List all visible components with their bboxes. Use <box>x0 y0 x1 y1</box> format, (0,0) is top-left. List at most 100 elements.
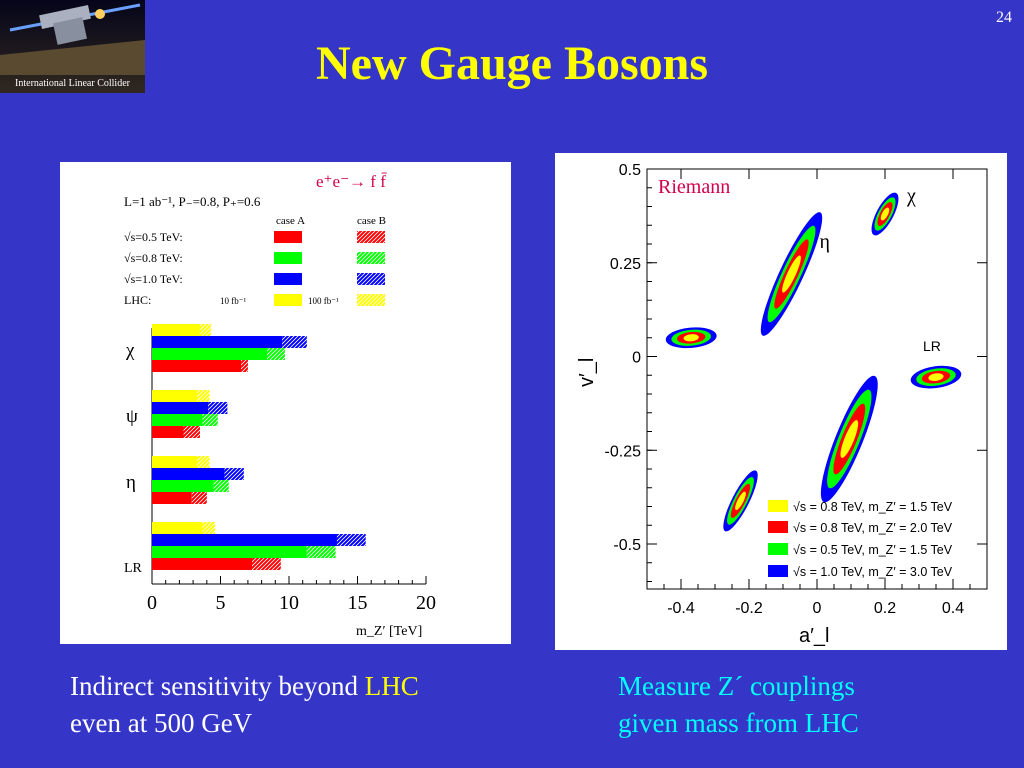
author-label: Riemann <box>658 176 730 198</box>
bar-x-tick-label: 15 <box>348 592 368 614</box>
bar-category-label: LR <box>124 561 143 576</box>
logo-text: International Linear Collider <box>15 78 130 89</box>
bar-category-label: η <box>126 472 136 493</box>
coupling-ellipse <box>760 212 823 336</box>
left-caption-line2: even at 500 GeV <box>70 708 253 738</box>
bar-case-a <box>152 324 200 336</box>
bar-case-b <box>282 336 307 348</box>
scatter-legend-label: √s = 1.0 TeV, m_Z′ = 3.0 TeV <box>793 565 953 579</box>
bar-case-a <box>152 558 253 570</box>
bar-case-b <box>202 414 218 426</box>
scatter-ellipses: χ η LR <box>665 185 962 532</box>
scatter-ticks: -0.4 -0.2 0 0.2 0.4 0.5 0.25 0 -0.25 -0.5 <box>605 162 987 617</box>
bar-case-a <box>152 414 203 426</box>
coupling-ellipse <box>665 327 717 349</box>
right-caption-line1: Measure Z´ couplings <box>618 671 855 701</box>
bar-case-b <box>197 390 210 402</box>
bar-series <box>152 324 366 570</box>
legend-swatch-case-b <box>357 294 385 306</box>
bar-case-b <box>252 558 281 570</box>
scatter-x-tick-label: -0.2 <box>735 600 763 617</box>
scatter-y-tick-label: -0.25 <box>605 443 642 460</box>
bar-x-tick-label: 0 <box>147 592 157 614</box>
legend-label: √s=1.0 TeV: <box>124 272 183 286</box>
scatter-x-tick-label: 0.2 <box>874 600 896 617</box>
bar-case-a <box>152 546 307 558</box>
bar-categories: χ ψ η LR <box>124 340 143 576</box>
bar-case-b <box>208 402 228 414</box>
bar-case-b <box>197 456 210 468</box>
legend-label: √s=0.8 TeV: <box>124 251 183 265</box>
ellipse-layer <box>928 373 944 382</box>
left-caption-highlight: LHC <box>364 671 419 701</box>
bar-case-a <box>152 390 198 402</box>
slide-title: New Gauge Bosons <box>315 37 709 90</box>
legend-swatch-case-a <box>274 294 302 306</box>
bar-x-tick-label: 5 <box>216 592 226 614</box>
bar-case-a <box>152 480 214 492</box>
scatter-y-tick-label: 0.5 <box>619 162 641 179</box>
model-label: η <box>820 231 830 253</box>
scatter-x-tick-label: -0.4 <box>667 600 695 617</box>
scatter-x-axis-label: a′_l <box>799 625 829 647</box>
legend-note-case-a: 10 fb⁻¹ <box>220 296 246 306</box>
bar-case-b <box>191 492 207 504</box>
bar-case-b <box>224 468 244 480</box>
bar-legend: √s=0.5 TeV: √s=0.8 TeV: √s=1.0 TeV: LHC: 10 … <box>124 230 385 307</box>
bar-case-b <box>202 522 216 534</box>
case-a-header: case A <box>276 215 305 227</box>
process-label: e⁺e⁻→ f f̄ <box>316 172 387 191</box>
left-caption: Indirect sensitivity beyond LHC even at … <box>70 668 419 742</box>
left-caption-prefix: Indirect sensitivity beyond <box>70 671 365 701</box>
bar-x-tick-label: 10 <box>279 592 299 614</box>
bar-category-label: χ <box>125 340 135 361</box>
bar-case-a <box>152 456 198 468</box>
legend-swatch-case-b <box>357 252 385 264</box>
ilc-logo-graphic <box>0 0 145 93</box>
coupling-ellipse <box>723 470 758 532</box>
scatter-legend-label: √s = 0.8 TeV, m_Z′ = 2.0 TeV <box>793 521 953 535</box>
scatter-chart-panel: Riemann -0.4 -0.2 0 0.2 0.4 0.5 0.25 0 -0.25 -0.5… <box>555 153 1007 650</box>
scatter-y-tick-label: 0 <box>632 350 641 367</box>
bar-chart-panel: e⁺e⁻→ f f̄ L=1 ab⁻¹, P₋=0.8, P₊=0.6 case… <box>60 162 511 644</box>
ellipse-layer <box>683 334 699 342</box>
coupling-ellipse <box>871 192 899 236</box>
bar-case-a <box>152 426 184 438</box>
bar-case-a <box>152 402 209 414</box>
legend-swatch-case-a <box>274 252 302 264</box>
bar-case-b <box>267 348 285 360</box>
legend-swatch-case-a <box>274 231 302 243</box>
ellipse-layer <box>840 420 859 458</box>
bar-case-a <box>152 534 337 546</box>
model-label: LR <box>923 338 941 354</box>
bar-case-b <box>241 360 248 372</box>
bar-category-label: ψ <box>126 406 138 427</box>
coupling-ellipse <box>820 375 878 503</box>
scatter-legend-label: √s = 0.8 TeV, m_Z′ = 1.5 TeV <box>793 500 953 514</box>
bar-case-a <box>152 336 283 348</box>
ellipse-layer <box>782 255 801 293</box>
conditions-label: L=1 ab⁻¹, P₋=0.8, P₊=0.6 <box>124 194 261 209</box>
bar-case-a <box>152 468 225 480</box>
legend-label: √s=0.5 TeV: <box>124 230 183 244</box>
ilc-logo: International Linear Collider <box>0 0 145 93</box>
bar-case-b <box>199 324 211 336</box>
legend-swatch-case-b <box>357 231 385 243</box>
bar-case-b <box>306 546 336 558</box>
bar-case-b <box>183 426 200 438</box>
right-caption-line2: given mass from LHC <box>618 708 859 738</box>
ellipse-layer <box>880 207 890 221</box>
scatter-x-tick-label: 0.4 <box>942 600 964 617</box>
right-caption: Measure Z´ couplings given mass from LHC <box>618 668 859 742</box>
scatter-y-tick-label: 0.25 <box>610 256 641 273</box>
scatter-legend-swatch <box>768 500 788 512</box>
bar-case-b <box>213 480 229 492</box>
legend-swatch-case-b <box>357 273 385 285</box>
scatter-legend-label: √s = 0.5 TeV, m_Z′ = 1.5 TeV <box>793 543 953 557</box>
bar-case-a <box>152 522 203 534</box>
legend-note-case-b: 100 fb⁻¹ <box>308 296 339 306</box>
bar-case-a <box>152 348 268 360</box>
scatter-legend-swatch <box>768 565 788 577</box>
model-label: χ <box>906 185 916 207</box>
scatter-legend: √s = 0.8 TeV, m_Z′ = 1.5 TeV √s = 0.8 TeV… <box>768 500 953 579</box>
